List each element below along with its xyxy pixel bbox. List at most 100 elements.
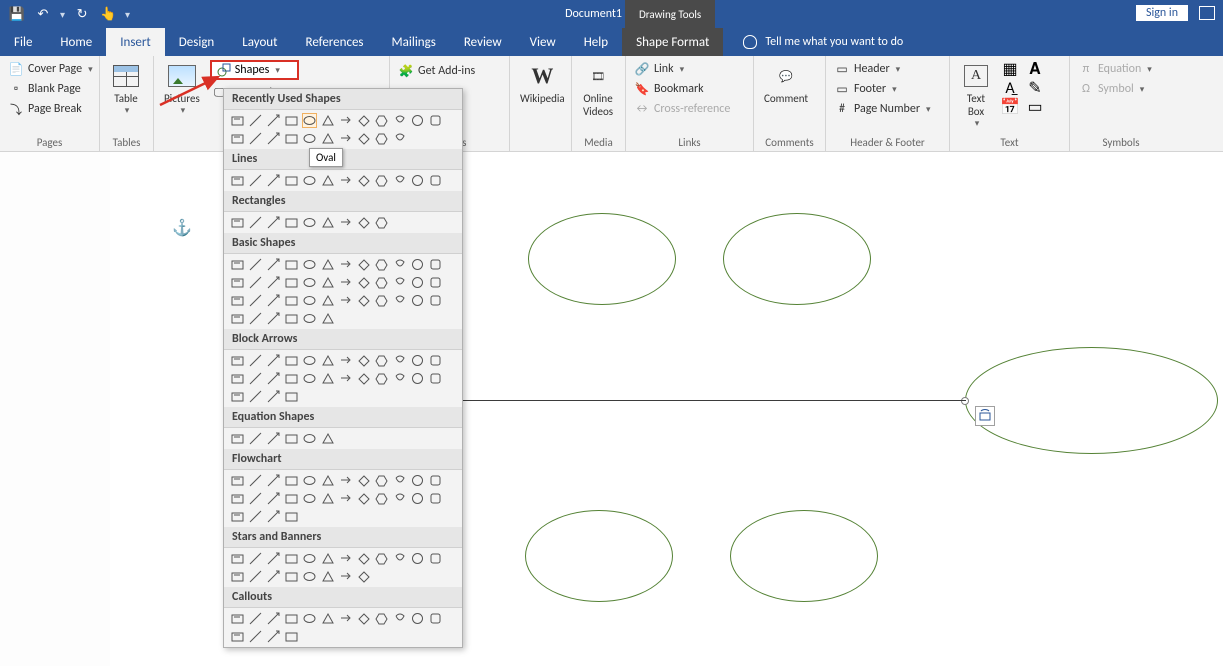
shape-gallery-item[interactable] (302, 371, 317, 386)
signature-icon[interactable]: ✎ (1027, 80, 1043, 96)
shape-gallery-item[interactable] (266, 113, 281, 128)
shape-gallery-item[interactable] (338, 275, 353, 290)
shape-gallery-item[interactable] (356, 275, 371, 290)
shape-gallery-item[interactable] (284, 473, 299, 488)
save-icon[interactable]: 💾 (6, 3, 28, 25)
shape-gallery-item[interactable] (230, 473, 245, 488)
shape-gallery-item[interactable] (248, 491, 263, 506)
shape-gallery-item[interactable] (284, 257, 299, 272)
tab-references[interactable]: References (292, 28, 378, 56)
shape-gallery-item[interactable] (248, 629, 263, 644)
shape-gallery-item[interactable] (356, 569, 371, 584)
blank-page-button[interactable]: ▫Blank Page (6, 80, 83, 98)
shape-gallery-item[interactable] (266, 293, 281, 308)
oval-shape[interactable] (965, 347, 1218, 454)
shape-gallery-item[interactable] (266, 257, 281, 272)
shape-gallery-item[interactable] (248, 311, 263, 326)
shape-gallery-item[interactable] (410, 491, 425, 506)
undo-icon[interactable]: ↶ (32, 3, 54, 25)
shape-gallery-item[interactable] (356, 551, 371, 566)
shape-gallery-item[interactable] (356, 173, 371, 188)
shape-gallery-item[interactable] (374, 173, 389, 188)
shape-gallery-item[interactable] (320, 215, 335, 230)
symbol-button[interactable]: ΩSymbol▾ (1076, 80, 1146, 98)
shape-gallery-item[interactable] (428, 551, 443, 566)
shape-gallery-item[interactable] (392, 131, 407, 146)
tab-design[interactable]: Design (165, 28, 228, 56)
shape-gallery-item[interactable] (302, 113, 317, 128)
drop-cap-icon[interactable]: A̲ (1002, 80, 1018, 96)
shape-gallery-item[interactable] (356, 257, 371, 272)
shape-gallery-item[interactable] (356, 353, 371, 368)
shape-gallery-item[interactable] (428, 293, 443, 308)
shape-gallery-item[interactable] (428, 371, 443, 386)
shape-gallery-item[interactable] (410, 353, 425, 368)
shape-gallery-item[interactable] (230, 215, 245, 230)
shape-gallery-item[interactable] (338, 257, 353, 272)
shape-gallery-item[interactable] (320, 257, 335, 272)
shape-gallery-item[interactable] (230, 491, 245, 506)
shape-gallery-item[interactable] (284, 353, 299, 368)
shape-gallery-item[interactable] (428, 353, 443, 368)
shape-gallery-item[interactable] (230, 431, 245, 446)
shape-gallery-item[interactable] (410, 611, 425, 626)
shape-gallery-item[interactable] (356, 371, 371, 386)
shape-gallery-item[interactable] (266, 131, 281, 146)
shape-gallery-item[interactable] (338, 491, 353, 506)
tab-layout[interactable]: Layout (228, 28, 291, 56)
shape-gallery-item[interactable] (248, 293, 263, 308)
shape-gallery-item[interactable] (230, 311, 245, 326)
shape-gallery-item[interactable] (266, 629, 281, 644)
shape-gallery-item[interactable] (356, 473, 371, 488)
quick-parts-icon[interactable]: ▦ (1002, 61, 1018, 77)
shape-gallery-item[interactable] (284, 611, 299, 626)
shape-gallery-item[interactable] (284, 569, 299, 584)
oval-shape[interactable] (528, 213, 676, 305)
shape-gallery-item[interactable] (302, 173, 317, 188)
shape-gallery-item[interactable] (284, 509, 299, 524)
shape-gallery-item[interactable] (320, 491, 335, 506)
shape-gallery-item[interactable] (374, 551, 389, 566)
date-time-icon[interactable]: 📅 (1002, 99, 1018, 115)
shape-gallery-item[interactable] (302, 491, 317, 506)
shape-gallery-item[interactable] (338, 551, 353, 566)
shape-gallery-item[interactable] (248, 551, 263, 566)
equation-button[interactable]: πEquation▾ (1076, 60, 1154, 78)
shape-gallery-item[interactable] (266, 473, 281, 488)
shape-gallery-item[interactable] (284, 431, 299, 446)
shape-gallery-item[interactable] (266, 275, 281, 290)
shape-gallery-item[interactable] (302, 215, 317, 230)
shape-gallery-item[interactable] (410, 371, 425, 386)
shape-gallery-item[interactable] (320, 611, 335, 626)
shape-gallery-item[interactable] (230, 371, 245, 386)
shape-gallery-item[interactable] (410, 257, 425, 272)
shape-gallery-item[interactable] (374, 293, 389, 308)
link-button[interactable]: 🔗Link▾ (632, 60, 686, 78)
shape-gallery-item[interactable] (338, 371, 353, 386)
shape-gallery-item[interactable] (230, 551, 245, 566)
shape-gallery-item[interactable] (248, 569, 263, 584)
shape-gallery-item[interactable] (284, 275, 299, 290)
shape-gallery-item[interactable] (320, 473, 335, 488)
shape-gallery-item[interactable] (302, 311, 317, 326)
shape-gallery-item[interactable] (320, 173, 335, 188)
get-addins-button[interactable]: 🧩Get Add-ins (396, 62, 477, 80)
shape-gallery-item[interactable] (320, 371, 335, 386)
shape-gallery-item[interactable] (266, 569, 281, 584)
tab-review[interactable]: Review (450, 28, 516, 56)
shape-gallery-item[interactable] (248, 611, 263, 626)
shape-gallery-item[interactable] (266, 389, 281, 404)
shape-gallery-item[interactable] (410, 473, 425, 488)
shape-gallery-item[interactable] (248, 371, 263, 386)
tab-insert[interactable]: Insert (106, 28, 165, 56)
shape-gallery-item[interactable] (266, 173, 281, 188)
shape-gallery-item[interactable] (410, 551, 425, 566)
shape-gallery-item[interactable] (428, 491, 443, 506)
shape-gallery-item[interactable] (392, 551, 407, 566)
shape-gallery-item[interactable] (392, 611, 407, 626)
shape-gallery-item[interactable] (392, 113, 407, 128)
shape-gallery-item[interactable] (302, 473, 317, 488)
shape-gallery-item[interactable] (374, 275, 389, 290)
shape-gallery-item[interactable] (392, 491, 407, 506)
shape-gallery-item[interactable] (392, 353, 407, 368)
